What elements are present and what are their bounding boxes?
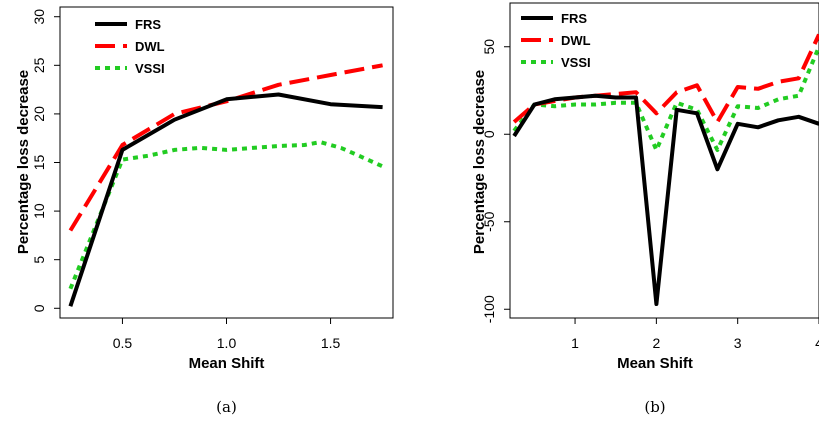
chart-panel-b: 1 2 3 4 -100 -50 0 50 Mean Shift Percentage loss … (471, 2, 819, 416)
y-tick-label: 5 (31, 256, 47, 264)
y-tick-label: -50 (481, 211, 497, 231)
chart-panel-a: 0.5 1.0 1.5 0 5 10 15 20 25 30 Mean Shift Percentag… (15, 6, 394, 416)
x-axis-title: Mean Shift (617, 355, 693, 372)
x-tick-label: 1.0 (217, 335, 237, 351)
plot-frame (59, 6, 394, 319)
x-tick-label: 2 (652, 335, 660, 351)
x-tick-label: 1 (571, 335, 579, 351)
y-tick-label: 10 (31, 203, 47, 219)
series-line-frs (512, 93, 819, 306)
x-tick-label: 1.5 (321, 335, 341, 351)
y-axis-title: Percentage loss decrease (15, 70, 32, 254)
legend-label-vssi: VSSI (135, 61, 165, 76)
panel-label: (a) (216, 398, 237, 416)
x-tick-label: 0.5 (113, 335, 133, 351)
panel-label: (b) (644, 398, 665, 416)
legend-label-vssi: VSSI (561, 55, 591, 70)
series-line-vssi (512, 46, 819, 152)
y-tick-label: 50 (481, 39, 497, 55)
y-tick-label: 20 (31, 106, 47, 122)
y-tick-label: 0 (31, 304, 47, 312)
series-line-dwl (512, 33, 819, 124)
y-tick-label: -100 (481, 295, 497, 323)
y-tick-label: 0 (481, 130, 497, 138)
series-line-vssi (68, 140, 384, 290)
x-tick-label: 4 (815, 335, 819, 351)
plot-frame (509, 2, 819, 319)
series-line-frs (68, 92, 383, 307)
legend-label-dwl: DWL (561, 33, 591, 48)
y-tick-label: 30 (31, 9, 47, 25)
x-tick-label: 3 (734, 335, 742, 351)
y-axis-title: Percentage loss decrease (471, 70, 488, 254)
legend-label-frs: FRS (135, 17, 161, 32)
x-axis-title: Mean Shift (189, 355, 265, 372)
legend-label-dwl: DWL (135, 39, 165, 54)
legend-label-frs: FRS (561, 11, 587, 26)
y-tick-label: 15 (31, 155, 47, 171)
y-tick-label: 25 (31, 57, 47, 73)
